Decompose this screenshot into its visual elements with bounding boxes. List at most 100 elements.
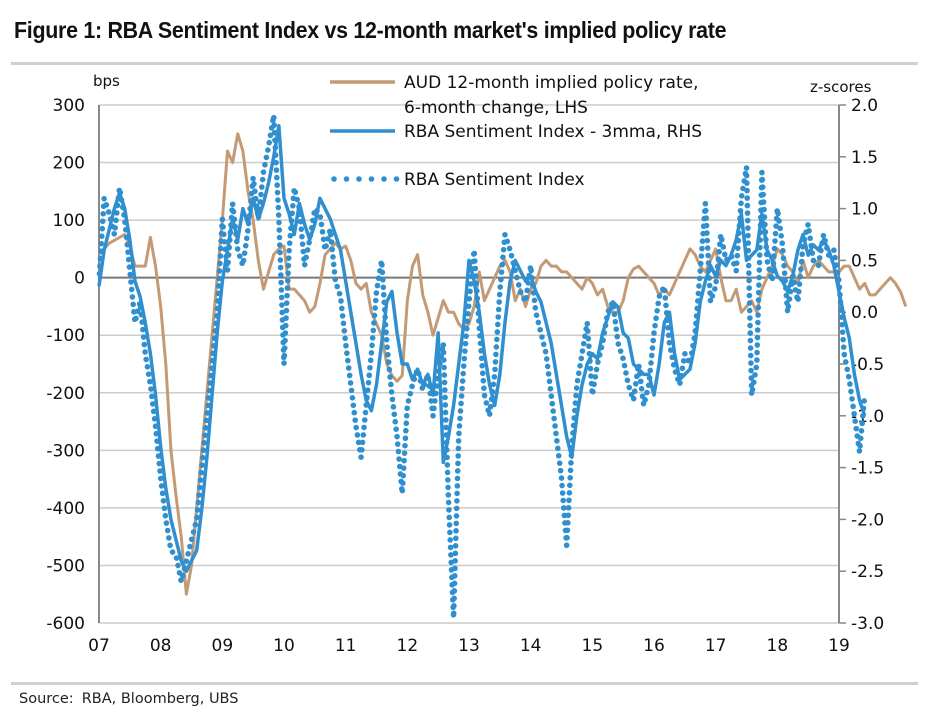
data-point: [142, 349, 148, 355]
data-point: [831, 247, 837, 254]
data-point: [454, 498, 460, 504]
data-point: [458, 400, 464, 407]
data-point: [227, 229, 234, 236]
data-point: [799, 251, 805, 258]
x-tick-label: 10: [273, 636, 295, 656]
data-point: [816, 255, 823, 261]
data-point: [227, 237, 233, 243]
data-point: [654, 307, 660, 314]
data-point: [271, 114, 277, 121]
data-point: [400, 465, 407, 471]
data-point: [549, 400, 556, 407]
data-point: [462, 348, 468, 354]
data-point: [403, 420, 410, 427]
data-point: [847, 381, 853, 387]
data-point: [709, 293, 716, 299]
data-point: [743, 172, 750, 179]
data-point: [564, 534, 570, 541]
data-point: [117, 189, 124, 196]
y-left-tick-label: -300: [46, 441, 85, 461]
data-point: [455, 445, 462, 452]
data-point: [696, 283, 702, 289]
data-point: [385, 359, 392, 365]
data-point: [451, 603, 457, 609]
data-point: [318, 221, 325, 228]
data-point: [283, 315, 289, 321]
data-point: [559, 482, 565, 489]
data-point: [524, 287, 530, 294]
data-point: [566, 497, 572, 504]
data-point: [232, 223, 238, 230]
data-point: [570, 422, 577, 429]
data-point: [441, 357, 447, 363]
data-point: [747, 337, 754, 344]
data-point: [755, 312, 761, 318]
data-point: [752, 372, 758, 378]
data-point: [372, 305, 378, 311]
data-point: [443, 439, 450, 446]
data-point: [464, 318, 471, 325]
data-point: [234, 246, 241, 252]
data-point: [810, 257, 817, 264]
data-point: [148, 386, 154, 392]
data-point: [779, 240, 786, 247]
y-left-tick-label: -400: [46, 499, 85, 519]
data-point: [824, 245, 830, 251]
data-point: [219, 216, 226, 223]
data-point: [445, 492, 452, 498]
data-point: [832, 254, 838, 261]
data-point: [460, 370, 466, 377]
data-point: [835, 277, 842, 283]
data-point: [286, 247, 292, 254]
data-point: [386, 366, 393, 373]
data-point: [714, 271, 720, 277]
data-point: [498, 269, 505, 275]
data-point: [487, 403, 494, 410]
data-point: [757, 222, 764, 228]
data-point: [137, 304, 144, 310]
data-point: [187, 543, 193, 550]
data-point: [221, 231, 227, 238]
data-point: [345, 365, 352, 371]
data-point: [402, 442, 408, 449]
data-point: [759, 169, 765, 176]
data-point: [277, 264, 284, 271]
data-point: [833, 262, 840, 268]
data-point: [399, 487, 406, 494]
data-point: [442, 394, 448, 401]
data-point: [453, 535, 459, 542]
data-point: [175, 562, 181, 569]
data-point: [762, 229, 769, 235]
data-point: [698, 260, 704, 267]
data-point: [200, 447, 207, 454]
data-point: [860, 413, 866, 419]
data-point: [775, 210, 781, 217]
data-point: [839, 321, 845, 328]
data-point: [278, 287, 285, 293]
data-point: [648, 360, 654, 366]
y-right-tick-label: -2.0: [851, 510, 884, 530]
data-point: [492, 359, 499, 365]
data-point: [348, 387, 355, 394]
data-point: [585, 335, 592, 342]
data-point: [465, 310, 471, 317]
data-point: [197, 477, 204, 483]
data-point: [387, 374, 393, 380]
data-point: [655, 300, 661, 307]
data-point: [344, 350, 350, 356]
data-point: [757, 237, 763, 243]
data-point: [446, 522, 453, 528]
data-point: [221, 238, 228, 245]
data-point: [327, 231, 334, 238]
data-point: [494, 336, 500, 343]
data-point: [371, 312, 378, 319]
data-point: [277, 257, 284, 263]
data-point: [493, 344, 500, 350]
data-point: [508, 252, 515, 259]
data-point: [179, 572, 186, 579]
data-point: [167, 542, 173, 549]
data-point: [568, 460, 574, 466]
data-point: [637, 371, 643, 377]
data-point: [542, 348, 549, 355]
data-point: [421, 381, 428, 388]
